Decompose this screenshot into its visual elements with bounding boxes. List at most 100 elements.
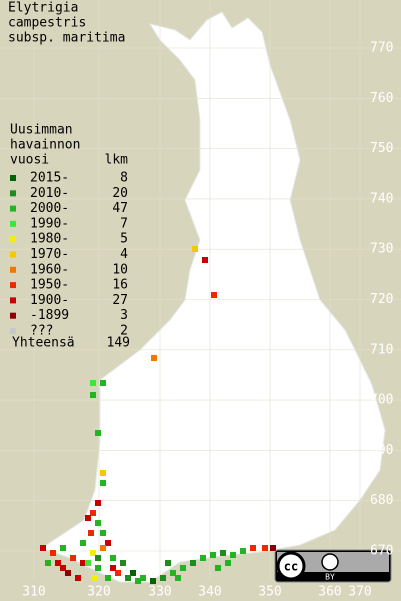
legend-count: 2 <box>120 324 128 339</box>
observation-square <box>215 565 221 571</box>
observation-square <box>60 545 66 551</box>
grid-label: 670 <box>370 544 393 559</box>
grid-label: 690 <box>370 443 393 458</box>
legend-label: -1899 <box>30 308 69 323</box>
observation-square <box>65 570 71 576</box>
legend-swatch <box>10 220 16 227</box>
grid-label: 710 <box>370 342 393 357</box>
observation-square <box>95 500 101 506</box>
license-badge: cc BY <box>274 549 392 583</box>
legend-label: 1960- <box>30 262 69 277</box>
observation-square <box>130 570 136 576</box>
observation-square <box>55 560 61 566</box>
observation-square <box>90 392 96 398</box>
observation-square <box>160 575 166 581</box>
legend-label: 1980- <box>30 232 69 247</box>
observation-square <box>125 575 131 581</box>
observation-square <box>200 555 206 561</box>
observation-square <box>95 430 101 436</box>
observation-square <box>45 560 51 566</box>
observation-square <box>262 545 268 551</box>
observation-square <box>135 578 141 584</box>
legend-column: vuosi <box>10 153 49 168</box>
observation-square <box>240 548 246 554</box>
observation-square <box>92 575 98 581</box>
legend-count: 27 <box>112 293 128 308</box>
grid-label: 730 <box>370 242 393 257</box>
legend-count: 10 <box>112 262 128 277</box>
observation-square <box>150 578 156 584</box>
grid-label: 360 <box>318 585 341 600</box>
observation-square <box>80 540 86 546</box>
by-icon <box>321 553 339 571</box>
legend-label: 1950- <box>30 278 69 293</box>
legend-swatch <box>10 328 16 334</box>
legend-swatch <box>10 236 16 243</box>
observation-square <box>85 560 91 566</box>
legend-swatch <box>10 282 16 289</box>
legend-label: 2000- <box>30 201 69 216</box>
legend: 2015- 8 2010- 20 2000- 47 1990- 7 1980- 5 1970- 4 19… <box>10 171 128 339</box>
grid-label: 740 <box>370 191 393 206</box>
legend-label: ??? <box>30 324 53 339</box>
observation-square <box>95 555 101 561</box>
observation-square <box>50 550 56 556</box>
observation-square <box>210 552 216 558</box>
observation-square <box>105 575 111 581</box>
legend-count: 20 <box>112 186 128 201</box>
observation-square <box>100 530 106 536</box>
grid-label: 320 <box>87 585 110 600</box>
by-text: BY <box>325 573 335 582</box>
legend-label: 2010- <box>30 186 69 201</box>
observation-square <box>60 565 66 571</box>
grid-label: 330 <box>148 585 171 600</box>
observation-square <box>270 545 276 551</box>
observation-square <box>211 292 217 298</box>
observation-square <box>192 246 198 252</box>
title-line: Elytrigia <box>8 1 78 16</box>
legend-swatch <box>10 205 16 212</box>
observation-square <box>230 552 236 558</box>
observation-square <box>120 560 126 566</box>
legend-swatch <box>10 312 16 319</box>
observation-square <box>100 380 106 386</box>
grid-label: 760 <box>370 91 393 106</box>
legend-swatch <box>10 297 16 304</box>
observation-square <box>70 555 76 561</box>
observation-square <box>100 545 106 551</box>
grid-label: 310 <box>22 585 45 600</box>
legend-count: 7 <box>120 216 128 231</box>
observation-square <box>175 575 181 581</box>
observation-square <box>110 555 116 561</box>
observation-square <box>202 257 208 263</box>
observation-square <box>100 480 106 486</box>
grid-label: 720 <box>370 292 393 307</box>
observation-square <box>105 540 111 546</box>
observation-squares <box>40 246 276 584</box>
legend-label: 1970- <box>30 247 69 262</box>
grid-lines <box>0 0 401 580</box>
legend-label: 1990- <box>30 216 69 231</box>
observation-square <box>220 550 226 556</box>
observation-square <box>165 560 171 566</box>
legend-total: 149 <box>107 336 130 351</box>
observation-square <box>110 565 116 571</box>
cc-text: cc <box>284 560 298 574</box>
legend-swatch <box>10 175 16 181</box>
legend-count: 16 <box>112 278 128 293</box>
grid-label: 350 <box>258 585 281 600</box>
legend-count: 47 <box>112 201 128 216</box>
observation-square <box>250 545 256 551</box>
observation-square <box>75 575 81 581</box>
observation-square <box>170 570 176 576</box>
observation-square <box>40 545 46 551</box>
observation-square <box>88 530 94 536</box>
observation-square <box>80 560 86 566</box>
legend-header: Uusimman <box>10 123 73 138</box>
observation-square <box>90 550 96 556</box>
legend-count: 5 <box>120 232 128 247</box>
observation-square <box>85 515 91 521</box>
observation-square <box>95 565 101 571</box>
